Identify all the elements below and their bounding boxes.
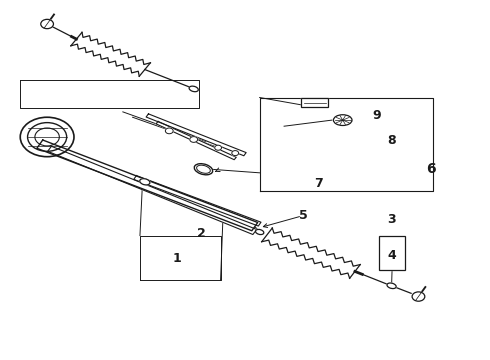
Text: 7: 7 — [314, 177, 323, 190]
Text: 5: 5 — [299, 210, 308, 222]
Circle shape — [41, 19, 53, 29]
Text: 2: 2 — [196, 227, 205, 240]
Ellipse shape — [387, 283, 396, 289]
Ellipse shape — [255, 229, 264, 235]
Ellipse shape — [189, 86, 198, 92]
Ellipse shape — [140, 179, 150, 185]
Polygon shape — [146, 114, 246, 156]
Text: 9: 9 — [372, 109, 381, 122]
Polygon shape — [48, 146, 257, 234]
Polygon shape — [134, 176, 261, 226]
Polygon shape — [156, 121, 236, 160]
Circle shape — [20, 117, 74, 157]
Text: 6: 6 — [426, 162, 436, 176]
Polygon shape — [37, 140, 258, 231]
Circle shape — [165, 128, 173, 134]
Text: 3: 3 — [387, 213, 396, 226]
Bar — [379, 235, 405, 270]
Circle shape — [190, 136, 197, 142]
Ellipse shape — [194, 164, 213, 175]
Ellipse shape — [333, 115, 352, 126]
Circle shape — [232, 150, 239, 156]
Circle shape — [215, 145, 221, 150]
Bar — [301, 98, 328, 107]
Text: 1: 1 — [172, 252, 181, 265]
Circle shape — [412, 292, 425, 301]
Circle shape — [27, 123, 67, 151]
Text: 4: 4 — [387, 249, 396, 262]
Circle shape — [35, 128, 59, 146]
Text: 8: 8 — [387, 134, 396, 147]
Bar — [379, 235, 405, 270]
Bar — [301, 98, 328, 107]
